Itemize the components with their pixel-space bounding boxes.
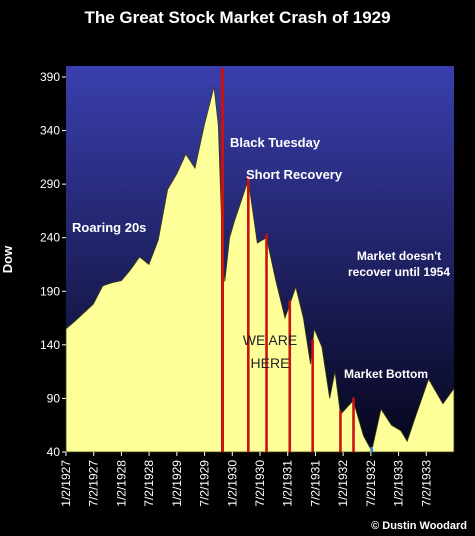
annotation-here: HERE [251,355,290,371]
dow-area-series [65,86,455,453]
x-tick-label: 7/2/1931 [308,460,322,507]
annotation-short-recovery: Short Recovery [246,167,343,182]
x-tick-label: 7/2/1928 [142,460,156,507]
annotation-market-doesnt: Market doesn't [357,249,441,263]
x-tick-label: 1/2/1929 [170,460,184,507]
annotation-recover-until-1954: recover until 1954 [348,265,450,279]
annotation-we-are: WE ARE [243,332,297,348]
x-tick-label: 1/2/1930 [225,460,239,507]
x-tick-label: 7/2/1929 [198,460,212,507]
y-tick-label: 390 [40,70,60,84]
x-tick-label: 1/2/1927 [59,460,73,507]
chart-title: The Great Stock Market Crash of 1929 [84,8,391,27]
credit-text: © Dustin Woodard [371,520,467,532]
x-tick-label: 7/2/1927 [87,460,101,507]
x-tick-label: 7/2/1930 [253,460,267,507]
x-tick-label: 7/2/1933 [419,460,433,507]
y-tick-label: 190 [40,284,60,298]
y-tick-label: 290 [40,177,60,191]
x-tick-label: 1/2/1928 [114,460,128,507]
y-tick-label: 90 [47,391,61,405]
x-tick-label: 7/2/1932 [364,460,378,507]
y-tick-label: 140 [40,338,60,352]
annotation-market-bottom: Market Bottom [344,367,428,381]
annotation-black-tuesday: Black Tuesday [230,135,321,150]
y-tick-label: 240 [40,231,60,245]
y-tick-label: 40 [47,445,61,459]
annotation-roaring-20s: Roaring 20s [72,220,146,235]
x-tick-label: 1/2/1933 [392,460,406,507]
y-tick-label: 340 [40,124,60,138]
x-tick-label: 1/2/1932 [336,460,350,507]
x-tick-label: 1/2/1931 [281,460,295,507]
